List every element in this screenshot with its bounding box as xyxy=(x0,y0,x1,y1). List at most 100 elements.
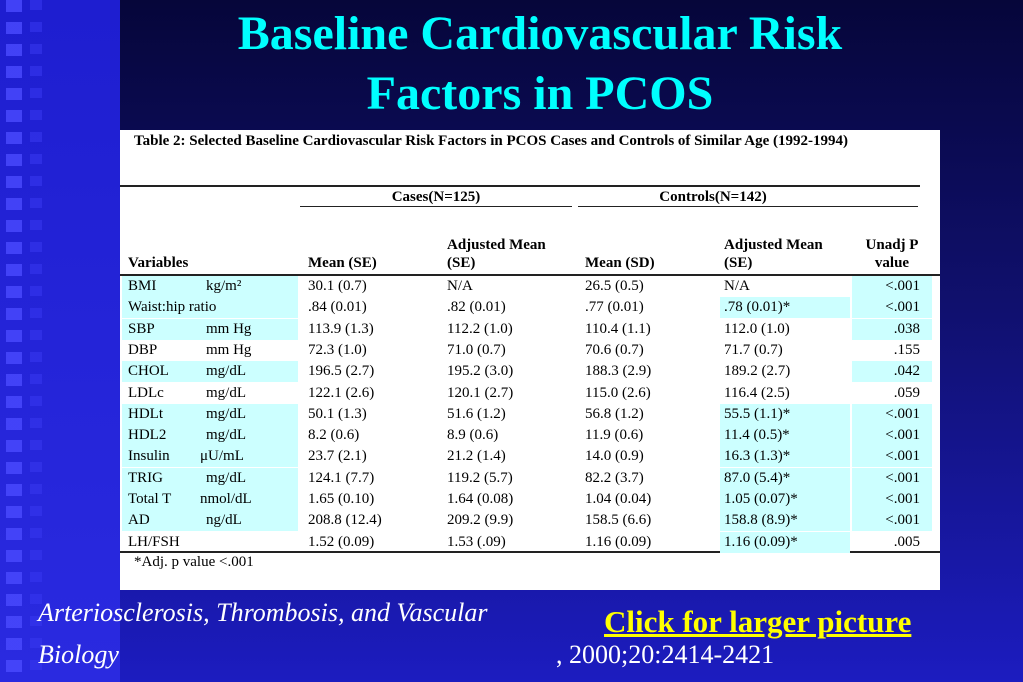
table-cell: 115.0 (2.6) xyxy=(585,384,651,401)
variable-unit: ng/dL xyxy=(206,512,242,529)
citation-details: , 2000;20:2414-2421 xyxy=(556,640,775,669)
table-cell: 55.5 (1.1)* xyxy=(724,405,791,422)
variable-name: AD xyxy=(128,512,150,529)
table-cell: 189.2 (2.7) xyxy=(724,363,791,380)
table-cell: 112.0 (1.0) xyxy=(724,320,790,337)
variable-name: CHOL xyxy=(128,363,169,380)
table-cell: .84 (0.01) xyxy=(308,299,367,316)
table-cell: 1.05 (0.07)* xyxy=(724,491,798,507)
table-cell: 26.5 (0.5) xyxy=(585,278,644,294)
table-cell: .059 xyxy=(893,384,920,401)
table-cell: 1.16 (0.09) xyxy=(585,533,652,550)
table-cell: 1.53 (.09) xyxy=(447,533,506,550)
table-cell: 110.4 (1.1) xyxy=(585,320,651,337)
table-cell: 195.2 (3.0) xyxy=(447,363,514,380)
table-cell: .042 xyxy=(893,363,920,380)
column-header: Mean (SD) xyxy=(585,255,655,271)
table-cell: 11.4 (0.5)* xyxy=(724,427,790,444)
table-cell: 124.1 (7.7) xyxy=(308,469,375,486)
variable-unit: mg/dL xyxy=(206,427,246,444)
group-header: Cases(N=125) xyxy=(391,189,481,205)
table-cell: 8.9 (0.6) xyxy=(447,427,499,444)
variable-name: LDLc xyxy=(128,384,164,401)
variable-name: HDLt xyxy=(128,405,163,422)
table-cell: 72.3 (1.0) xyxy=(308,341,367,358)
rule xyxy=(120,551,940,553)
table-cell: <.001 xyxy=(885,405,920,422)
journal: Arteriosclerosis, Thrombosis, and Vascul… xyxy=(38,598,488,669)
cell-highlight xyxy=(720,510,850,532)
variable-name: LH/FSH xyxy=(128,533,180,550)
table-cell: 56.8 (1.2) xyxy=(585,405,644,422)
variable-unit: mg/dL xyxy=(206,363,246,380)
table-cell: 51.6 (1.2) xyxy=(447,405,506,422)
table-cell: .038 xyxy=(893,320,920,337)
cell-highlight xyxy=(852,318,932,340)
variable-unit: mg/dL xyxy=(206,384,246,401)
cell-highlight xyxy=(852,361,932,383)
table-cell: 113.9 (1.3) xyxy=(308,320,374,337)
cell-highlight xyxy=(122,467,298,489)
table-cell: <.001 xyxy=(885,512,920,529)
cell-highlight xyxy=(852,276,932,297)
table-cell: 50.1 (1.3) xyxy=(308,405,367,422)
cell-highlight xyxy=(852,467,932,489)
cell-highlight xyxy=(852,489,932,510)
rule xyxy=(120,185,920,187)
cell-highlight xyxy=(852,446,932,468)
table-cell: 158.8 (8.9)* xyxy=(724,512,798,529)
table-cell: 158.5 (6.6) xyxy=(585,512,652,529)
table-cell: .82 (0.01) xyxy=(447,299,506,316)
table-cell: 209.2 (9.9) xyxy=(447,512,514,529)
table-cell: <.001 xyxy=(885,278,920,294)
cell-highlight xyxy=(122,297,298,319)
table-cell: .155 xyxy=(893,341,920,358)
rule xyxy=(300,206,572,207)
variable-unit: mm Hg xyxy=(206,320,252,337)
cell-highlight xyxy=(852,510,932,532)
variable-name: HDL2 xyxy=(128,427,167,444)
table-cell: 1.52 (0.09) xyxy=(308,533,375,550)
cell-highlight xyxy=(720,531,850,553)
table-cell: 116.4 (2.5) xyxy=(724,384,790,401)
decoration xyxy=(6,0,22,682)
larger-picture-link[interactable]: Click for larger picture xyxy=(604,604,912,639)
table-cell: 122.1 (2.6) xyxy=(308,384,375,401)
table-footnote: *Adj. p value <.001 xyxy=(134,554,254,570)
variable-unit: μU/mL xyxy=(200,448,244,465)
table-cell: 188.3 (2.9) xyxy=(585,363,652,380)
cell-highlight xyxy=(122,489,298,510)
cell-highlight xyxy=(122,276,298,297)
slide-title: Baseline Cardiovascular Risk Factors in … xyxy=(237,7,843,120)
variable-name: TRIG xyxy=(128,469,163,486)
table-cell: 11.9 (0.6) xyxy=(585,427,644,444)
cell-highlight xyxy=(122,361,298,383)
table-cell: <.001 xyxy=(885,469,920,486)
table-cell: N/A xyxy=(447,278,473,294)
table-cell: 21.2 (1.4) xyxy=(447,448,506,465)
table-cell: <.001 xyxy=(885,491,920,507)
cell-highlight xyxy=(720,467,850,489)
table-cell: 30.1 (0.7) xyxy=(308,278,367,294)
table-cell: <.001 xyxy=(885,448,920,465)
table-cell: N/A xyxy=(724,278,750,294)
table-cell: .78 (0.01)* xyxy=(724,299,791,316)
table-cell: 14.0 (0.9) xyxy=(585,448,644,465)
variable-unit: mm Hg xyxy=(206,341,252,358)
variable-unit: nmol/dL xyxy=(200,491,252,507)
cell-highlight xyxy=(122,446,298,468)
table-caption: Table 2: Selected Baseline Cardiovascula… xyxy=(134,133,849,149)
table-cell: 112.2 (1.0) xyxy=(447,320,513,337)
table-cell: 23.7 (2.1) xyxy=(308,448,367,465)
variable-name: Total T xyxy=(128,491,172,507)
table-cell: 71.0 (0.7) xyxy=(447,341,506,358)
table-cell: 1.16 (0.09)* xyxy=(724,533,798,550)
table-cell: <.001 xyxy=(885,299,920,316)
table-cell: <.001 xyxy=(885,427,920,444)
variable-name: BMI xyxy=(128,278,157,294)
table-image: Table 2: Selected Baseline Cardiovascula… xyxy=(120,130,940,590)
group-header: Controls(N=142) xyxy=(659,189,767,205)
table-cell: 70.6 (0.7) xyxy=(585,341,644,358)
table-cell: 196.5 (2.7) xyxy=(308,363,375,380)
table-cell: 119.2 (5.7) xyxy=(447,469,513,486)
